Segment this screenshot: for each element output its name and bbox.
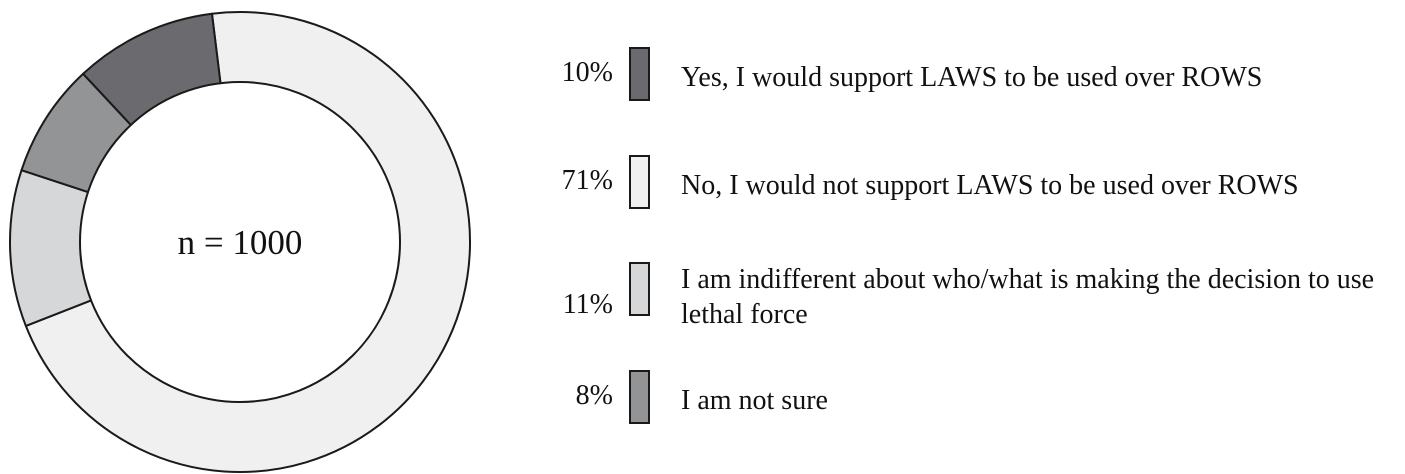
legend-label: Yes, I would support LAWS to be used ove… [681, 62, 1263, 93]
legend-label: I am indifferent about who/what is makin… [681, 264, 1375, 330]
legend-percentage: 11% [562, 289, 613, 320]
donut-hole [79, 81, 401, 403]
legend-swatch [629, 262, 650, 316]
legend-percentage: 71% [561, 165, 613, 196]
legend-label: No, I would not support LAWS to be used … [681, 170, 1299, 201]
legend-swatch [629, 155, 650, 209]
legend-swatch [629, 47, 650, 101]
legend-item-not-sure: 8% I am not sure [540, 370, 1400, 440]
donut-chart: n = 1000 [9, 11, 471, 473]
legend-item-yes-support: 10% Yes, I would support LAWS to be used… [540, 47, 1400, 117]
legend-swatch [629, 370, 650, 424]
center-label: n = 1000 [178, 223, 303, 262]
legend-item-indifferent: 11% I am indifferent about who/what is m… [540, 262, 1400, 332]
legend-percentage: 8% [575, 380, 613, 411]
legend-item-no-support: 71% No, I would not support LAWS to be u… [540, 155, 1400, 225]
legend-label: I am not sure [681, 385, 828, 416]
legend-percentage: 10% [561, 57, 613, 88]
